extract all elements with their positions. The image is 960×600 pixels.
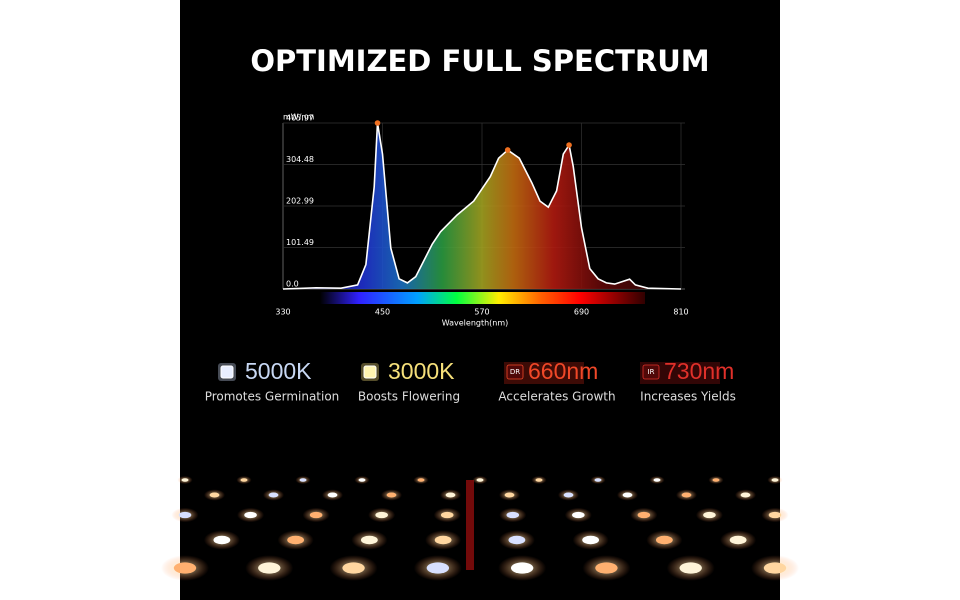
- led: [309, 511, 323, 519]
- led: [703, 511, 716, 519]
- red-beam: [466, 480, 474, 570]
- led: [268, 492, 279, 498]
- led: [299, 478, 307, 482]
- led: [244, 511, 257, 519]
- led: [386, 492, 397, 498]
- led: [181, 478, 189, 482]
- led: [506, 511, 520, 519]
- badge: [642, 364, 660, 380]
- peak-marker: [374, 120, 381, 126]
- led: [327, 492, 338, 498]
- x-tick-label: 810: [673, 308, 688, 317]
- y-tick-label: 304.48: [286, 155, 314, 164]
- led: [358, 478, 366, 482]
- feature-value: 730nm: [664, 358, 734, 384]
- peak-marker: [566, 142, 572, 148]
- light-field: [161, 476, 799, 581]
- led: [173, 562, 197, 574]
- led: [445, 492, 456, 498]
- led: [504, 492, 515, 498]
- y-tick-label: 202.99: [286, 196, 314, 205]
- led: [417, 478, 425, 482]
- feature-caption: Increases Yields: [640, 390, 736, 404]
- badge-label: DR: [510, 368, 520, 376]
- y-axis-label: mW/nm: [283, 113, 314, 122]
- led: [510, 562, 534, 574]
- feature-caption: Promotes Germination: [205, 390, 340, 404]
- led: [729, 535, 747, 545]
- x-tick-label: 330: [275, 308, 290, 317]
- badge-label: IR: [648, 368, 655, 376]
- led: [258, 562, 281, 574]
- led: [594, 478, 602, 482]
- led: [595, 562, 618, 574]
- led: [508, 535, 526, 545]
- led: [434, 535, 452, 545]
- icon: [220, 365, 234, 379]
- title: OPTIMIZED FULL SPECTRUM: [250, 44, 709, 78]
- led: [740, 492, 751, 498]
- led: [572, 511, 585, 519]
- y-tick-label: 101.49: [286, 238, 314, 247]
- led: [681, 492, 692, 498]
- led: [440, 511, 454, 519]
- led: [426, 562, 450, 574]
- spectrum-bar: [320, 292, 645, 304]
- led: [476, 478, 484, 482]
- led: [637, 511, 651, 519]
- led: [712, 478, 720, 482]
- led: [771, 478, 779, 482]
- led: [342, 562, 365, 574]
- led: [287, 535, 305, 545]
- badge-bg: [504, 362, 584, 384]
- x-tick-label: 450: [375, 308, 390, 317]
- feature-caption: Boosts Flowering: [358, 390, 460, 404]
- x-tick-label: 570: [474, 308, 489, 317]
- led: [563, 492, 574, 498]
- feature-caption: Accelerates Growth: [498, 390, 615, 404]
- led: [763, 562, 787, 574]
- y-tick-label: 405.97: [286, 114, 314, 123]
- feature-value: 660nm: [528, 358, 598, 384]
- led: [178, 511, 192, 519]
- led: [653, 478, 661, 482]
- feature-value: 5000K: [245, 358, 312, 384]
- features: 5000K Promotes Germination 3000K Boosts Flo…: [205, 358, 736, 403]
- led: [679, 562, 702, 574]
- badge-bg: [640, 362, 720, 384]
- spectrum-fill: [283, 123, 681, 289]
- led: [360, 535, 378, 545]
- feature-value: 3000K: [388, 358, 455, 384]
- badge: [506, 364, 524, 380]
- led: [209, 492, 220, 498]
- x-tick-label: 690: [574, 308, 589, 317]
- x-axis-label: Wavelength(nm): [442, 319, 509, 328]
- led: [213, 535, 231, 545]
- led: [768, 511, 782, 519]
- peak-marker: [504, 147, 511, 153]
- led: [375, 511, 388, 519]
- led: [622, 492, 633, 498]
- y-tick-label: 0.0: [286, 280, 299, 289]
- led: [582, 535, 600, 545]
- spectrum-line: [282, 122, 682, 290]
- icon: [363, 365, 377, 379]
- led: [535, 478, 543, 482]
- led: [655, 535, 673, 545]
- led: [240, 478, 248, 482]
